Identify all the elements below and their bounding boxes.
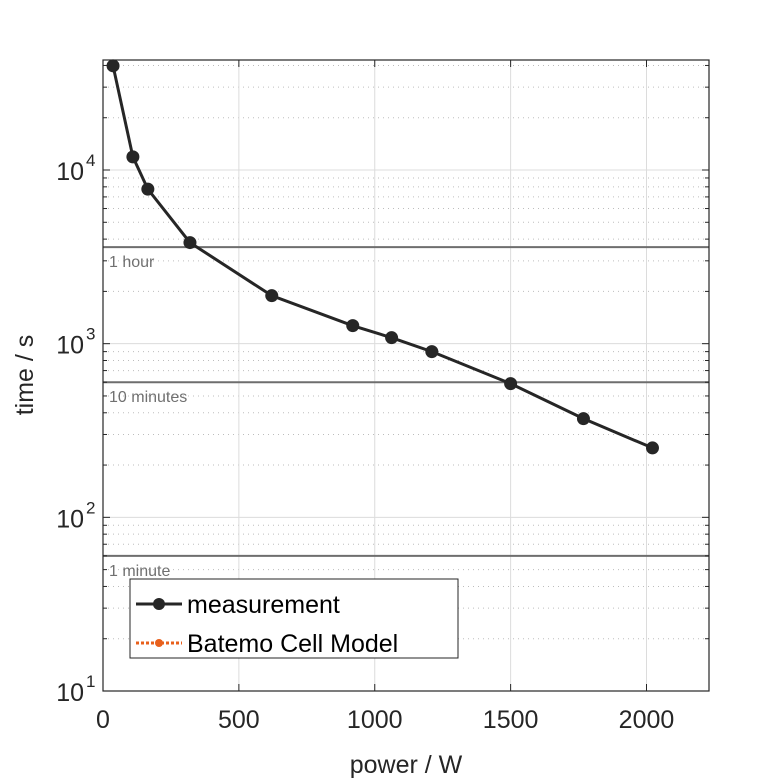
y-tick-exponent: 3	[86, 325, 95, 344]
data-point	[346, 319, 360, 333]
data-point	[183, 236, 197, 250]
x-tick-label: 1500	[483, 706, 539, 734]
legend: measurement Batemo Cell Model	[129, 578, 459, 659]
data-point	[385, 331, 399, 345]
reference-line-label: 1 hour	[109, 254, 155, 271]
legend-model-marker	[155, 639, 163, 647]
data-point	[425, 345, 439, 359]
series	[106, 59, 659, 455]
x-tick-label: 500	[218, 706, 260, 734]
plot-frame	[102, 59, 710, 692]
data-point	[141, 182, 155, 196]
legend-measurement-label: measurement	[187, 591, 340, 619]
data-point	[504, 377, 518, 391]
legend-measurement-marker	[153, 598, 165, 610]
data-point	[126, 150, 140, 164]
y-tick-label: 10	[56, 505, 84, 533]
data-point	[576, 412, 590, 426]
reference-line-label: 1 minute	[109, 563, 170, 580]
legend-model-label: Batemo Cell Model	[187, 630, 398, 658]
y-tick-label: 10	[56, 158, 84, 186]
x-tick-label: 2000	[619, 706, 675, 734]
reference-lines: 1 hour 10 minutes 1 minute	[103, 246, 709, 580]
x-tick-label: 1000	[347, 706, 403, 734]
y-tick-label: 10	[56, 679, 84, 707]
data-point	[265, 289, 279, 303]
y-tick-exponent: 1	[86, 672, 95, 691]
y-tick-exponent: 2	[86, 498, 95, 517]
x-axis-label: power / W	[350, 751, 463, 779]
y-tick-exponent: 4	[86, 151, 95, 170]
y-axis-label: time / s	[11, 335, 39, 416]
data-point	[106, 59, 120, 73]
reference-line-label: 10 minutes	[109, 389, 187, 406]
y-tick-label: 10	[56, 332, 84, 360]
series-line	[111, 65, 654, 450]
legend-box	[129, 578, 459, 659]
data-point	[645, 441, 659, 455]
x-tick-label: 0	[96, 706, 110, 734]
ticks: 10 110 210 310 40 500 1000 1500 2000	[56, 60, 709, 734]
